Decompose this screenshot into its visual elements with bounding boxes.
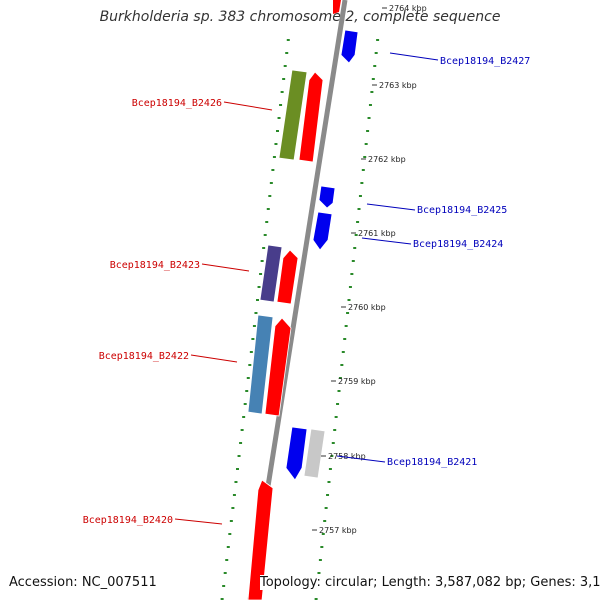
gene-label: Bcep18194_B2421 xyxy=(387,457,477,468)
dotted-rings xyxy=(220,39,380,600)
scale-tick-label: 2764 kbp xyxy=(389,4,427,13)
gene-label-leader xyxy=(389,52,439,61)
gene-label: Bcep18194_B2423 xyxy=(110,260,200,271)
cds-B2426 xyxy=(298,71,324,163)
cds-B2425 xyxy=(318,185,336,209)
cds-B2421-partner xyxy=(303,428,326,479)
gene-label: Bcep18194_B2422 xyxy=(99,351,189,362)
cds-fragment-top xyxy=(333,0,341,14)
gene-label-leader xyxy=(336,455,386,463)
gene-label: Bcep18194_B2427 xyxy=(440,56,530,67)
cds-B2426-partner xyxy=(278,69,308,161)
accession-text: Accession: NC_007511 xyxy=(9,575,157,590)
cds-B2424 xyxy=(312,211,333,251)
gene-label-leader xyxy=(361,237,412,245)
cds-B2422-partner xyxy=(247,314,274,415)
inner-dot-ring xyxy=(220,39,290,600)
map-title: Burkholderia sp. 383 chromosome 2, compl… xyxy=(99,9,501,25)
gene-label-leader xyxy=(190,354,238,363)
topology-text: Topology: circular; Length: 3,587,082 bp… xyxy=(260,575,600,590)
gene-label: Bcep18194_B2426 xyxy=(132,98,222,109)
outer-dot-ring xyxy=(314,39,380,600)
scale-tick-label: 2760 kbp xyxy=(348,303,386,312)
cds-B2422 xyxy=(264,317,292,417)
gene-labels: Bcep18194_B2427 Bcep18194_B2426 Bcep18194_… xyxy=(83,52,530,526)
cds-B2420 xyxy=(247,479,274,600)
scale-tick-label: 2757 kbp xyxy=(319,526,357,535)
gene-label-leader xyxy=(366,203,416,211)
gene-label-leader xyxy=(174,518,223,525)
scale-tick-label: 2761 kbp xyxy=(358,229,396,238)
cds-B2423 xyxy=(276,249,299,305)
scale-ticks: 2764 kbp 2763 kbp 2762 kbp 2761 kbp 2760 kbp… xyxy=(312,4,427,535)
gene-features xyxy=(247,0,359,600)
cds-B2427 xyxy=(340,29,359,64)
gene-label-leader xyxy=(201,263,250,272)
gene-label: Bcep18194_B2425 xyxy=(417,205,507,216)
gene-label: Bcep18194_B2424 xyxy=(413,239,503,250)
scale-tick-label: 2758 kbp xyxy=(328,452,366,461)
scale-tick-label: 2759 kbp xyxy=(338,377,376,386)
scale-tick-label: 2762 kbp xyxy=(368,155,406,164)
gene-label: Bcep18194_B2420 xyxy=(83,515,173,526)
cds-B2421 xyxy=(285,426,308,481)
cds-B2423-partner xyxy=(259,244,283,303)
gene-label-leader xyxy=(223,101,273,111)
scale-tick-label: 2763 kbp xyxy=(379,81,417,90)
